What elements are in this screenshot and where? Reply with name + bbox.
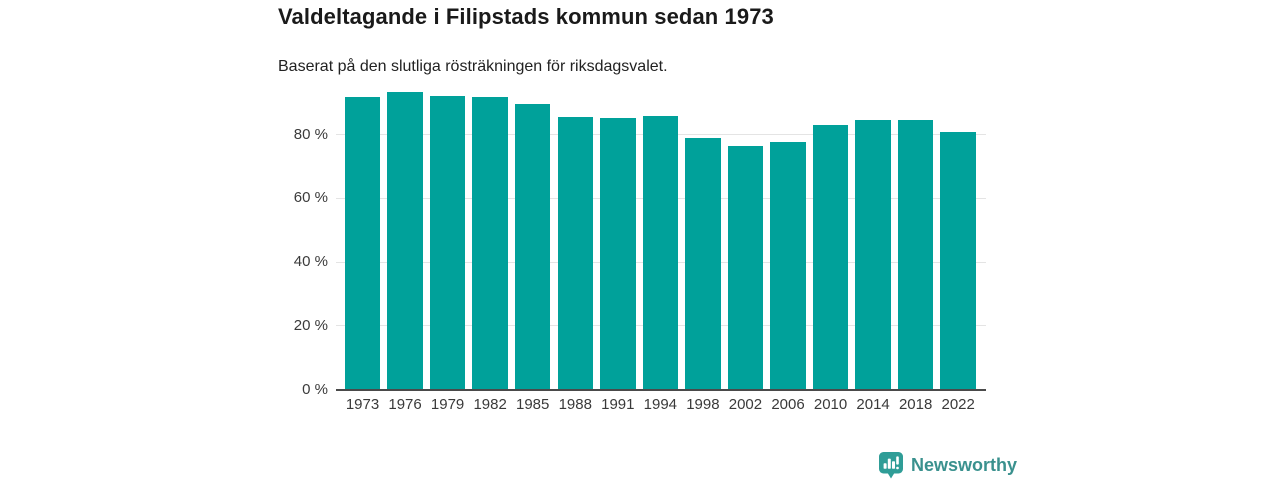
bar-1973	[344, 96, 381, 390]
x-axis-tick-label: 1998	[686, 396, 720, 413]
bar-1979	[429, 95, 466, 390]
chart-title: Valdeltagande i Filipstads kommun sedan …	[278, 4, 774, 29]
x-axis-tick-label: 2014	[856, 396, 890, 413]
y-axis-tick-label: 80 %	[293, 125, 328, 143]
bar-1985	[514, 103, 551, 390]
y-axis-tick-label: 0 %	[302, 380, 328, 398]
x-axis-tick-label: 1994	[643, 396, 678, 413]
x-axis-tick-label: 2002	[728, 396, 763, 413]
x-axis-tick-label: 1991	[601, 396, 635, 413]
y-axis-tick-label: 20 %	[293, 316, 328, 334]
x-axis-tick-label: 1976	[388, 396, 422, 413]
x-axis-tick-label: 2022	[941, 396, 975, 413]
y-axis-tick-label: 40 %	[293, 253, 328, 270]
x-axis-tick-label: 1985	[516, 396, 550, 413]
newsworthy-bar-chart-bubble-icon	[878, 451, 904, 479]
bar-2014	[855, 120, 891, 390]
x-axis-tick-label: 1979	[430, 396, 465, 413]
x-axis-tick-label: 2006	[771, 396, 805, 413]
bar-2022	[940, 131, 976, 390]
bar-1998	[685, 138, 721, 390]
y-axis-tick-label: 60 %	[293, 189, 328, 207]
x-axis-tick-label: 1973	[345, 396, 380, 413]
bar-1988	[557, 117, 593, 390]
x-axis-tick-label: 2010	[813, 396, 848, 413]
x-axis-tick-label: 2018	[898, 396, 933, 413]
bar-2010	[812, 124, 849, 390]
bar-1976	[387, 91, 423, 390]
bar-2018	[897, 120, 934, 390]
bar-1991	[600, 117, 636, 390]
bar-2006	[770, 141, 806, 390]
bar-1982	[472, 96, 508, 390]
x-axis-tick-label: 1982	[473, 396, 507, 413]
bar-1994	[642, 115, 679, 390]
x-axis-tick-label: 1988	[558, 396, 592, 413]
bar-2002	[727, 145, 764, 390]
newsworthy-logo-text: Newsworthy	[911, 455, 1018, 475]
newsworthy-logo[interactable]: Newsworthy	[878, 451, 1017, 479]
chart-subtitle: Baserat på den slutliga rösträkningen fö…	[278, 58, 668, 75]
x-axis-baseline	[336, 388, 986, 391]
